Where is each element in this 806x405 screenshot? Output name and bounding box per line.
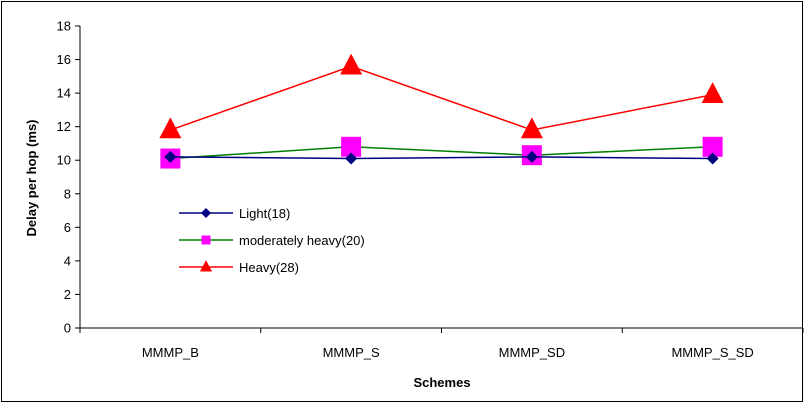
data-point (520, 117, 543, 139)
data-point (706, 152, 719, 165)
legend-label: Heavy(28) (239, 260, 299, 275)
legend-label: moderately heavy(20) (239, 233, 365, 248)
y-tick-label: 0 (64, 321, 71, 336)
series-group (159, 53, 724, 169)
y-tick-label: 16 (57, 52, 71, 67)
series-0 (164, 150, 719, 165)
legend: Light(18) moderately heavy(20) Heavy(28) (179, 206, 365, 275)
y-tick-label: 4 (64, 253, 71, 268)
x-axis-title: Schemes (413, 375, 470, 390)
series-line (170, 65, 713, 131)
axes (75, 25, 804, 333)
legend-item: moderately heavy(20) (179, 233, 365, 248)
x-tick-labels: MMMP_B MMMP_S MMMP_SD MMMP_S_SD (142, 345, 754, 360)
x-tick-label: MMMP_SD (499, 345, 565, 360)
series-1 (160, 136, 723, 169)
x-tick-label: MMMP_S (323, 345, 380, 360)
data-point (340, 53, 363, 75)
y-tick-label: 12 (57, 119, 71, 134)
data-point (701, 82, 724, 104)
x-tick-label: MMMP_B (142, 345, 199, 360)
data-point (164, 150, 177, 163)
legend-marker (201, 235, 211, 245)
y-axis-title: Delay per hop (ms) (24, 119, 39, 236)
x-tick-label: MMMP_S_SD (671, 345, 753, 360)
legend-marker (201, 208, 211, 218)
series-2 (159, 53, 724, 139)
y-tick-label: 14 (57, 86, 71, 101)
data-point (341, 136, 362, 157)
y-tick-label: 10 (57, 153, 71, 168)
data-point (159, 117, 182, 139)
legend-label: Light(18) (239, 206, 290, 221)
y-tick-label: 18 (57, 19, 71, 34)
y-tick-labels: 0 2 4 6 8 10 12 14 16 18 (57, 19, 71, 336)
data-point (702, 136, 723, 157)
data-point (345, 152, 358, 165)
legend-item: Light(18) (179, 206, 290, 221)
series-line (170, 156, 713, 160)
series-line (170, 146, 713, 160)
legend-item: Heavy(28) (179, 260, 299, 275)
y-tick-label: 2 (64, 287, 71, 302)
legend-marker (200, 260, 212, 272)
data-point (525, 150, 538, 163)
y-tick-label: 6 (64, 220, 71, 235)
y-tick-label: 8 (64, 186, 71, 201)
